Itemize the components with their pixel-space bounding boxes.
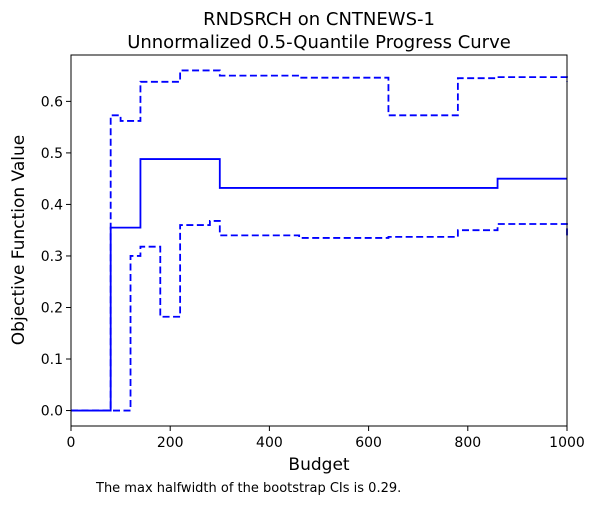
- x-tick-label: 200: [157, 435, 184, 451]
- x-tick-label: 400: [256, 435, 283, 451]
- plot-area: [71, 69, 568, 412]
- x-tick-label: 600: [355, 435, 382, 451]
- y-tick-label: 0.6: [41, 94, 63, 110]
- y-tick-label: 0.1: [41, 352, 63, 368]
- x-axis: 0 200 400 600 800 1000: [67, 426, 585, 451]
- lower-ci-curve: [71, 220, 568, 412]
- plot-frame: [70, 54, 568, 427]
- y-tick-label: 0.3: [41, 249, 63, 265]
- y-tick-label: 0.2: [41, 300, 63, 316]
- y-axis-label: Objective Function Value: [9, 135, 29, 345]
- chart-title: RNDSRCH on CNTNEWS-1: [203, 9, 435, 30]
- x-tick-label: 0: [67, 435, 76, 451]
- footnote: The max halfwidth of the bootstrap CIs i…: [95, 481, 401, 496]
- upper-ci-curve: [71, 69, 568, 412]
- y-axis: 0.0 0.1 0.2 0.3 0.4 0.5 0.6: [41, 94, 71, 420]
- y-tick-label: 0.5: [41, 146, 63, 162]
- y-tick-label: 0.0: [41, 404, 63, 420]
- x-tick-label: 1000: [549, 435, 585, 451]
- chart-subtitle: Unnormalized 0.5-Quantile Progress Curve: [127, 32, 511, 53]
- y-tick-label: 0.4: [41, 197, 63, 213]
- x-tick-label: 800: [454, 435, 481, 451]
- x-axis-label: Budget: [288, 455, 349, 475]
- median-curve: [71, 158, 567, 412]
